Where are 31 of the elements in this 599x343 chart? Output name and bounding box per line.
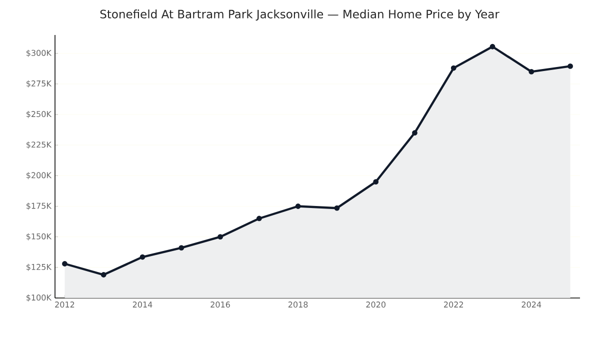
y-tick-label: $125K: [26, 264, 52, 272]
y-tick-label: $175K: [26, 202, 52, 210]
x-tick-label: 2016: [210, 302, 230, 308]
point: [450, 65, 456, 71]
point: [373, 179, 379, 184]
point: [412, 130, 418, 136]
point: [178, 245, 184, 251]
point: [62, 261, 68, 266]
point: [100, 272, 106, 278]
chart-title: Stonefield At Bartram Park Jacksonville — Median Home Price by Year: [100, 10, 500, 21]
y-tick-label: $100K: [26, 294, 52, 302]
point: [568, 63, 573, 69]
y-tick-label: $200K: [26, 172, 52, 180]
point: [256, 216, 262, 222]
x-tick-label: 2012: [55, 302, 74, 308]
x-tick-label: 2014: [132, 302, 152, 308]
x-tick-label: 2020: [366, 302, 386, 308]
y-tick-label: $275K: [26, 80, 52, 88]
y-tick-label: $150K: [26, 233, 52, 240]
x-tick-label: 2024: [522, 302, 542, 308]
point: [490, 44, 496, 50]
x-tick-label: 2022: [444, 302, 463, 308]
point: [295, 204, 301, 209]
y-tick-label: $250K: [26, 110, 52, 118]
point: [528, 69, 534, 74]
point: [140, 254, 146, 260]
point: [334, 205, 340, 211]
y-tick-label: $225K: [26, 141, 52, 149]
point: [218, 234, 223, 240]
y-tick-label: $300K: [26, 50, 52, 57]
x-tick-label: 2018: [288, 302, 308, 308]
